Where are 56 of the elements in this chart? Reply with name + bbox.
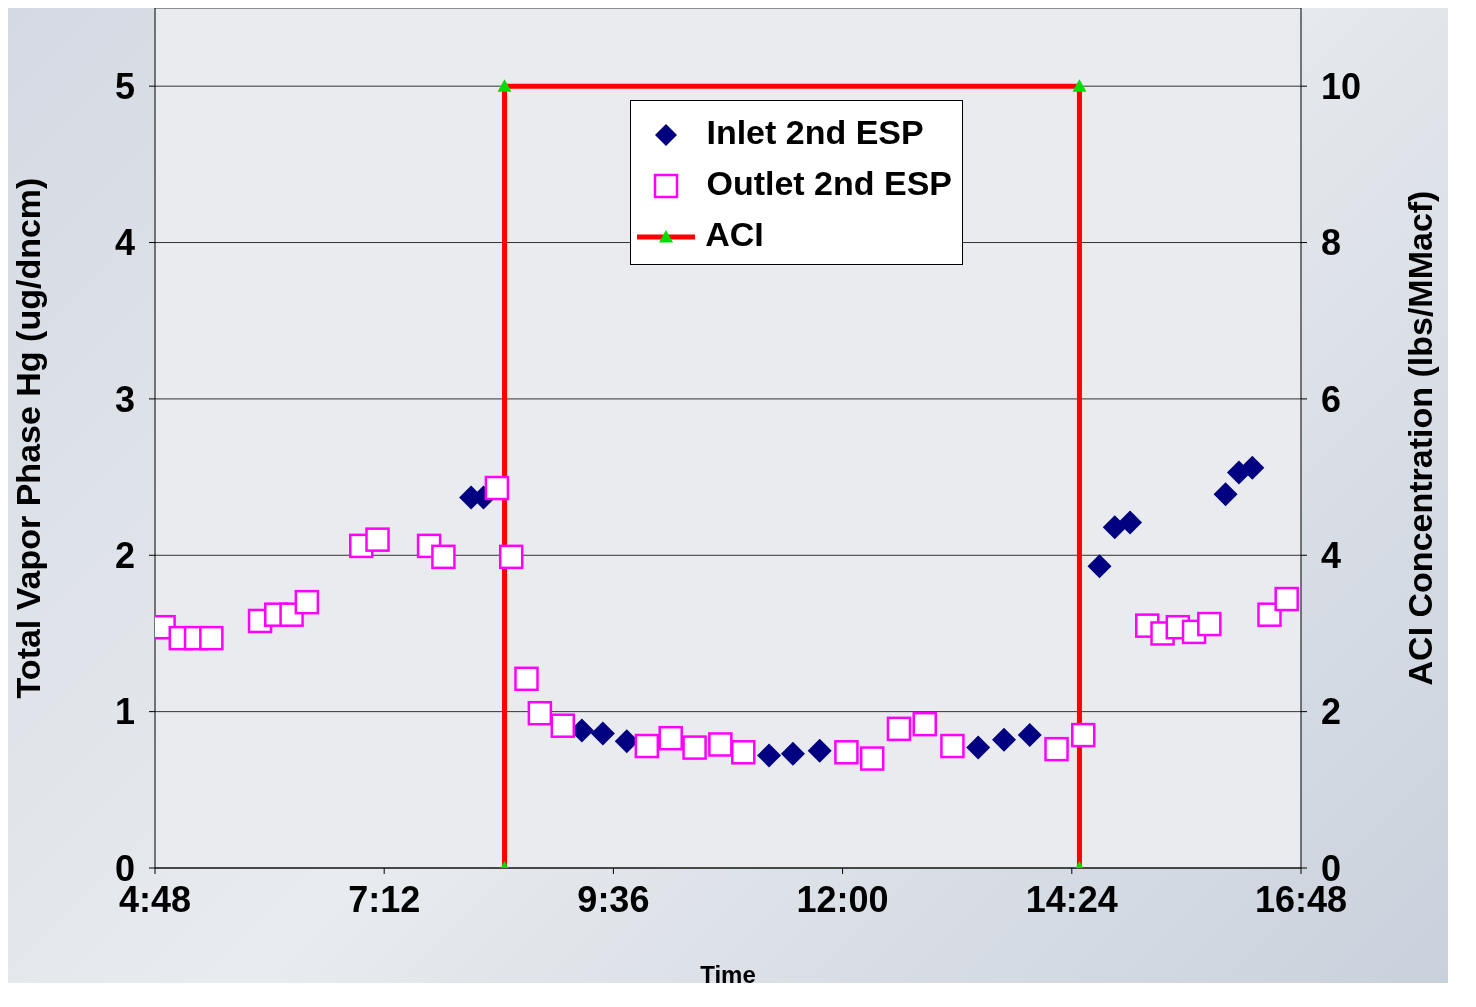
point — [1274, 586, 1299, 612]
point — [834, 740, 859, 765]
point — [514, 666, 539, 692]
point — [1017, 723, 1042, 748]
point — [484, 475, 510, 501]
y-axis-title: Total Vapor Phase Hg (ug/dncm) — [9, 177, 48, 699]
point — [634, 733, 660, 759]
y2-tick-label: 4 — [1321, 535, 1342, 577]
point — [966, 735, 991, 760]
point — [682, 735, 707, 760]
point — [365, 527, 390, 552]
y2-tick-label: 6 — [1321, 378, 1342, 420]
y-tick-label: 4 — [114, 222, 135, 264]
point — [731, 740, 756, 765]
point — [780, 741, 805, 766]
point — [658, 725, 683, 751]
point — [859, 746, 885, 771]
x-tick-label: 9:36 — [577, 878, 650, 920]
point — [431, 544, 456, 570]
y-tick-label: 5 — [114, 65, 135, 107]
point — [1087, 554, 1112, 579]
point — [992, 727, 1016, 752]
legend-label: Inlet 2nd ESP — [705, 112, 925, 153]
point — [294, 589, 320, 615]
point — [886, 716, 912, 742]
y2-tick-label: 8 — [1321, 222, 1342, 264]
point — [757, 743, 782, 768]
point — [550, 713, 576, 738]
y2-axis-title: ACI Concentration (lbs/MMacf) — [1401, 190, 1440, 686]
point — [590, 721, 615, 746]
point — [1118, 510, 1143, 535]
point — [1197, 611, 1222, 637]
point — [1071, 722, 1096, 748]
point — [1044, 736, 1069, 762]
point — [708, 732, 733, 757]
point — [498, 544, 524, 570]
point — [807, 738, 832, 763]
y2-tick-label: 10 — [1321, 65, 1362, 107]
point — [527, 700, 553, 726]
point — [1240, 455, 1265, 480]
point — [912, 711, 937, 737]
point — [199, 625, 224, 651]
x-tick-label: 7:12 — [348, 878, 421, 920]
point — [1257, 602, 1282, 627]
legend-label: Outlet 2nd ESP — [705, 163, 953, 204]
point — [940, 733, 965, 759]
x-tick-label: 14:24 — [1025, 878, 1118, 920]
x-tick-label: 12:00 — [796, 878, 889, 920]
point — [1213, 482, 1238, 507]
x-axis-title: Time — [700, 961, 756, 988]
y-tick-label: 2 — [114, 535, 135, 577]
point — [1102, 515, 1127, 540]
y-tick-label: 3 — [114, 378, 135, 420]
y2-tick-label: 2 — [1321, 691, 1342, 733]
legend-label: ACI — [704, 214, 765, 255]
y-tick-label: 1 — [114, 691, 135, 733]
